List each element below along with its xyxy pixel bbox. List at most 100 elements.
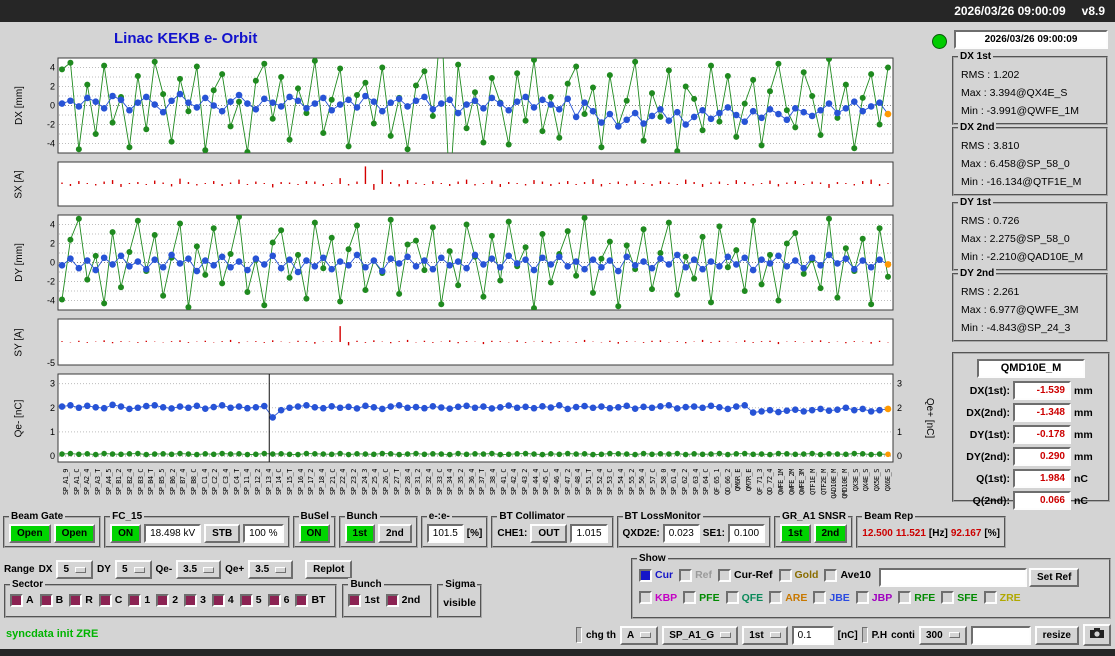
beam-gate-open-2-button[interactable]: Open <box>53 524 96 543</box>
bunch-1st-button[interactable]: 1st <box>344 524 375 543</box>
svg-text:0: 0 <box>50 451 55 461</box>
monitor-row-unit: mm <box>1074 384 1093 397</box>
ph-indicator[interactable] <box>861 627 868 643</box>
stats-panel-title: DX 2nd <box>958 121 997 134</box>
x-axis-label: QX5E_S <box>873 469 882 492</box>
checkbox-Gold[interactable]: Gold <box>778 568 818 582</box>
x-axis-label: SP_A4_5 <box>104 469 113 496</box>
bunch-2nd-button[interactable]: 2nd <box>377 524 412 543</box>
checkbox-label: 4 <box>227 594 234 606</box>
checkbox-SFE[interactable]: SFE <box>941 591 978 604</box>
checkbox-C[interactable]: C <box>98 593 122 607</box>
checkbox-label: KBP <box>655 591 678 604</box>
ph-toggle[interactable]: P.H <box>871 629 888 641</box>
checkbox-ARE[interactable]: ARE <box>769 591 807 604</box>
fc15-on-button[interactable]: ON <box>110 524 142 543</box>
checkbox-ZRE[interactable]: ZRE <box>983 591 1021 604</box>
beam-rep-frame: Beam Rep 12.500 11.521 [Hz] 92.167 [%] <box>856 510 1006 548</box>
range-qem-select[interactable]: 3.5 <box>176 560 222 579</box>
dx-orbit-plot[interactable]: 4 2 0 -2 -4 <box>36 56 899 155</box>
gr-snsr-frame: GR_A1 SNSR 1st 2nd <box>774 510 854 548</box>
checkbox-label: 3 <box>200 594 206 606</box>
svg-text:0: 0 <box>50 101 55 111</box>
threshold-input[interactable] <box>791 625 834 645</box>
checkbox-4[interactable]: 4 <box>211 593 234 607</box>
checkbox-Cur[interactable]: Cur <box>639 568 673 582</box>
sigma-visible-toggle[interactable]: visible <box>443 596 476 609</box>
device-select[interactable]: SP_A1_G <box>662 625 739 645</box>
gr-snsr-1st-button[interactable]: 1st <box>780 524 811 543</box>
x-axis-label: SP_57_C <box>648 469 657 496</box>
show-row-1: Cur Ref Cur-Ref Gold Ave10 Set Ref <box>639 568 1103 587</box>
range-dy-select[interactable]: 5 <box>114 560 152 579</box>
replot-button[interactable]: Replot <box>305 560 353 579</box>
interval-select[interactable]: 300 <box>918 625 967 645</box>
status-indicator-dot <box>932 34 947 49</box>
bunch-1st-select[interactable]: 1st <box>742 625 788 645</box>
x-axis-label: SP_33_C <box>435 469 444 496</box>
monitor-row-label: DY(1st): <box>969 428 1010 441</box>
beam-gate-open-1-button[interactable]: Open <box>9 524 51 543</box>
checkbox-6[interactable]: 6 <box>267 593 289 607</box>
checkbox-BT[interactable]: BT <box>295 593 325 607</box>
che1-out-button[interactable]: OUT <box>530 524 568 543</box>
dy-orbit-plot[interactable]: 4 2 0 -2 -4 <box>36 213 899 312</box>
checkbox-KBP[interactable]: KBP <box>639 591 677 604</box>
checkbox-label: B <box>55 594 64 606</box>
checkbox-JBE[interactable]: JBE <box>813 591 850 604</box>
fc15-frame: FC_15 ON 18.498 kV STB 100 % <box>104 510 290 548</box>
checkbox-5[interactable]: 5 <box>239 593 262 607</box>
range-qep-select[interactable]: 3.5 <box>248 560 294 579</box>
checkbox-Ref[interactable]: Ref <box>679 568 712 582</box>
checkbox-1[interactable]: 1 <box>128 593 150 607</box>
checkbox-indicator <box>824 568 838 582</box>
checkbox-indicator <box>941 591 955 604</box>
busel-on-button[interactable]: ON <box>298 524 330 543</box>
checkbox-label: PFE <box>699 591 720 604</box>
checkbox-B[interactable]: B <box>39 593 64 607</box>
x-axis-label: SP_53_C <box>606 469 615 496</box>
sy-steering-plot[interactable]: -5 <box>36 317 899 368</box>
sector-a-select[interactable]: A <box>619 625 659 645</box>
ref-name-input[interactable] <box>879 568 1027 587</box>
qe-chart-svg: 3 2 1 0 3 2 1 0 Qe+ [nC] <box>50 373 935 463</box>
checkbox-2[interactable]: 2 <box>156 593 178 607</box>
checkbox-JBP[interactable]: JBP <box>855 591 892 604</box>
stats-panel-dx-1st: DX 1st RMS : 1.202 Max : 3.394@QX4E_S Mi… <box>952 50 1108 125</box>
svg-text:1: 1 <box>897 427 902 437</box>
x-axis-label: QD_72_4 <box>766 469 775 496</box>
x-axis-label: SP_38_4 <box>488 469 497 496</box>
x-axis-label: SP_B7_4 <box>179 469 188 496</box>
dx-chart-svg: 4 2 0 -2 -4 <box>47 57 894 154</box>
checkbox-indicator <box>983 591 997 604</box>
checkbox-Cur-Ref[interactable]: Cur-Ref <box>718 568 773 582</box>
screenshot-button[interactable] <box>1083 624 1111 646</box>
conti-toggle[interactable]: conti <box>891 629 915 641</box>
x-axis-label: SP_15_T <box>286 469 295 496</box>
range-dx-select[interactable]: 5 <box>56 560 94 579</box>
checkbox-R[interactable]: R <box>69 593 93 607</box>
checkbox-A[interactable]: A <box>10 593 34 607</box>
x-axis-label: SP_44_4 <box>531 469 540 496</box>
chg-th-toggle[interactable]: chg th <box>585 629 616 641</box>
resize-button[interactable]: resize <box>1034 625 1079 645</box>
checkbox-PFE[interactable]: PFE <box>683 591 720 604</box>
sx-steering-plot[interactable] <box>36 160 899 208</box>
range-qem-label: Qe- <box>155 564 173 575</box>
checkbox-3[interactable]: 3 <box>184 593 206 607</box>
checkbox-2nd[interactable]: 2nd <box>385 593 420 607</box>
sy-axis-label: SY [A] <box>13 327 25 357</box>
checkbox-Ave10[interactable]: Ave10 <box>824 568 871 582</box>
checkbox-QFE[interactable]: QFE <box>725 591 763 604</box>
misc-input[interactable] <box>970 625 1031 645</box>
x-axis-label: SP_12_2 <box>254 469 263 496</box>
checkbox-RFE[interactable]: RFE <box>898 591 935 604</box>
gr-snsr-2nd-button[interactable]: 2nd <box>813 524 848 543</box>
charge-plot[interactable]: 3 2 1 0 3 2 1 0 Qe+ [nC] <box>36 372 937 464</box>
set-ref-button[interactable]: Set Ref <box>1029 568 1080 587</box>
checkbox-1st[interactable]: 1st <box>348 593 380 607</box>
chg-th-indicator[interactable] <box>575 627 582 643</box>
fc15-stb-button[interactable]: STB <box>204 524 241 543</box>
stats-min: Min : -4.843@SP_24_3 <box>961 322 1071 334</box>
x-axis-label: SP_62_2 <box>680 469 689 496</box>
